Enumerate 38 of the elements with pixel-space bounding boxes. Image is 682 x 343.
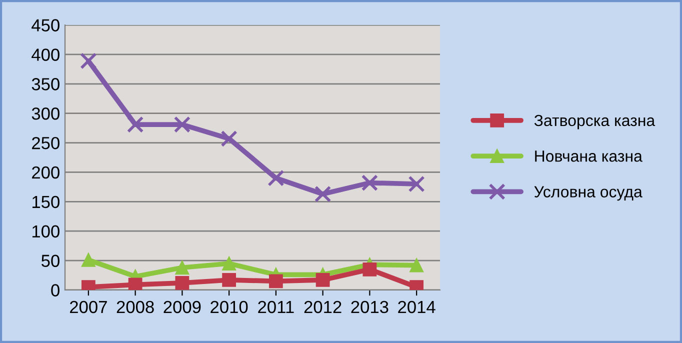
point [175, 276, 190, 290]
point [268, 170, 284, 186]
x-tick-label: 2014 [398, 300, 436, 314]
legend-label: Условна осуда [534, 186, 642, 201]
y-tick-label: 450 [32, 19, 60, 32]
y-tick-label: 0 [51, 284, 60, 296]
x-tick-label: 2009 [164, 300, 201, 314]
point [408, 176, 425, 192]
point [175, 260, 190, 275]
point [268, 274, 283, 288]
y-tick-label: 100 [32, 225, 60, 238]
point [361, 174, 378, 192]
point [314, 186, 332, 202]
x-tick-label: 2007 [70, 300, 107, 314]
y-tick-label: 150 [32, 196, 60, 208]
legend-label: Новчана казна [535, 150, 642, 162]
point [222, 256, 236, 270]
y-tick-label: 300 [32, 108, 60, 120]
y-tick-label: 400 [32, 48, 60, 61]
point [80, 52, 97, 70]
point [316, 273, 330, 287]
point [220, 130, 238, 147]
point [81, 253, 96, 267]
point [128, 278, 142, 290]
y-tick-label: 50 [42, 254, 60, 268]
legend-label: Затворска казна [534, 114, 656, 130]
y-tick-label: 350 [32, 78, 60, 90]
point [126, 116, 144, 133]
x-tick-label: 2011 [258, 300, 294, 314]
x-tick-label: 2010 [210, 300, 248, 314]
point [174, 116, 191, 133]
x-tick-label: 2013 [351, 300, 388, 314]
point [410, 258, 424, 272]
point [222, 273, 236, 287]
y-tick-label: 250 [32, 136, 60, 150]
x-tick-label: 2012 [304, 300, 342, 314]
x-tick-label: 2008 [116, 300, 154, 314]
y-tick-label: 200 [32, 166, 60, 179]
